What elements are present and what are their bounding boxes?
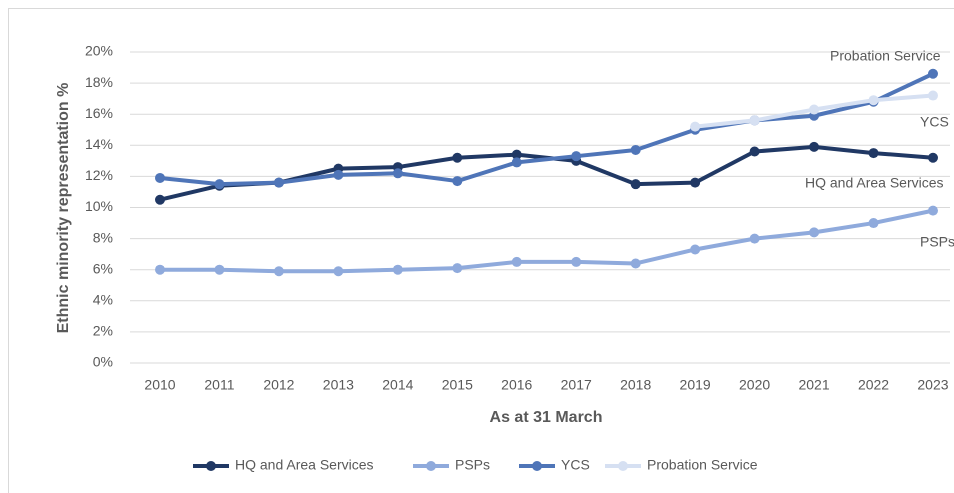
data-point xyxy=(927,152,938,163)
x-tick-label: 2019 xyxy=(680,377,711,393)
y-tick-label: 0% xyxy=(93,354,113,370)
data-point xyxy=(868,95,879,106)
data-point xyxy=(630,144,641,155)
y-tick-label: 2% xyxy=(93,323,113,339)
x-tick-label: 2023 xyxy=(917,377,948,393)
data-point xyxy=(155,264,165,275)
data-point xyxy=(452,263,463,274)
data-point xyxy=(868,148,879,159)
data-point xyxy=(452,176,463,187)
y-tick-label: 14% xyxy=(85,136,113,152)
data-point xyxy=(809,104,820,115)
x-tick-label: 2022 xyxy=(858,377,889,393)
data-point xyxy=(571,151,582,162)
data-point xyxy=(809,141,820,152)
x-tick-label: 2021 xyxy=(798,377,829,393)
data-point xyxy=(749,115,760,126)
annotation: YCS xyxy=(920,114,949,130)
x-tick-label: 2011 xyxy=(204,377,234,393)
x-tick-label: 2016 xyxy=(501,377,532,393)
data-point xyxy=(927,90,938,101)
data-point xyxy=(273,266,284,277)
x-tick-label: 2020 xyxy=(739,377,770,393)
data-point xyxy=(749,233,760,244)
data-point xyxy=(927,205,938,216)
data-point xyxy=(511,149,522,160)
data-point xyxy=(214,264,225,275)
y-tick-label: 10% xyxy=(85,198,113,214)
data-point xyxy=(511,157,522,168)
data-point xyxy=(690,177,701,188)
x-axis-title: As at 31 March xyxy=(490,409,603,426)
data-point xyxy=(155,172,165,183)
data-point xyxy=(392,168,403,179)
data-point xyxy=(630,179,641,190)
annotation: Probation Service xyxy=(830,48,941,64)
data-point xyxy=(690,244,701,255)
data-point xyxy=(868,218,879,229)
x-tick-label: 2018 xyxy=(620,377,651,393)
x-tick-label: 2013 xyxy=(323,377,354,393)
annotation: HQ and Area Services xyxy=(805,175,944,191)
data-point xyxy=(571,256,582,267)
data-point xyxy=(392,264,403,275)
data-point xyxy=(155,194,165,205)
legend-swatch-point xyxy=(206,461,216,471)
y-tick-label: 6% xyxy=(93,260,113,276)
legend-label: PSPs xyxy=(455,457,490,473)
y-tick-label: 20% xyxy=(85,43,113,59)
series-line xyxy=(159,144,934,202)
y-tick-label: 4% xyxy=(93,292,113,308)
x-tick-label: 2017 xyxy=(561,377,592,393)
x-tick-label: 2012 xyxy=(263,377,294,393)
data-point xyxy=(333,169,344,180)
legend-swatch-point xyxy=(532,461,542,471)
data-point xyxy=(452,152,463,163)
data-point xyxy=(214,179,225,190)
series-line xyxy=(159,71,934,187)
legend-swatch-point xyxy=(618,461,628,471)
data-point xyxy=(927,68,938,79)
data-point xyxy=(809,227,820,238)
data-point xyxy=(630,258,641,269)
chart-frame xyxy=(8,8,954,493)
data-point xyxy=(511,256,522,267)
y-tick-label: 12% xyxy=(85,167,113,183)
legend-label: HQ and Area Services xyxy=(235,457,374,473)
data-point xyxy=(273,177,284,188)
y-tick-label: 16% xyxy=(85,105,113,121)
legend-label: YCS xyxy=(561,457,590,473)
data-point xyxy=(749,146,760,157)
x-tick-label: 2015 xyxy=(442,377,473,393)
data-point xyxy=(690,121,701,132)
legend-swatch-point xyxy=(426,461,436,471)
y-axis-title: Ethnic minority representation % xyxy=(55,83,72,334)
y-tick-label: 8% xyxy=(93,229,113,245)
annotation: PSPs xyxy=(920,234,954,250)
legend-label: Probation Service xyxy=(647,457,758,473)
x-tick-label: 2010 xyxy=(144,377,175,393)
x-tick-label: 2014 xyxy=(382,377,413,393)
y-tick-label: 18% xyxy=(85,74,113,90)
data-point xyxy=(333,266,344,277)
series-line xyxy=(160,208,934,274)
